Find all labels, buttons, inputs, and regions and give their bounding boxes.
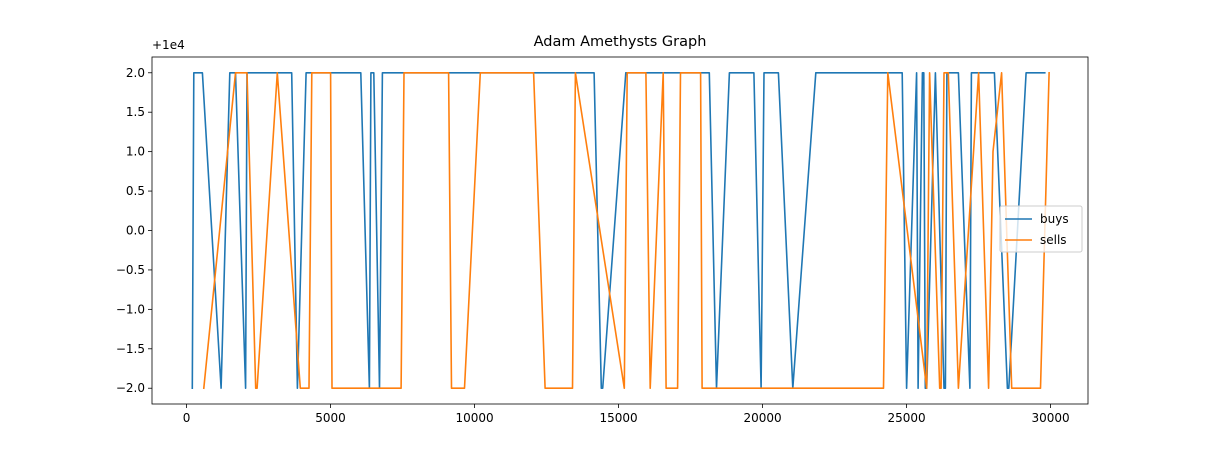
legend-label-sells: sells xyxy=(1040,233,1067,247)
y-axis: 2.0 1.5 1.0 0.5 0.0 −0.5 −1.0 −1.5 −2.0 xyxy=(116,66,152,395)
y-tick-label: −0.5 xyxy=(116,263,145,277)
series-line-sells xyxy=(202,71,1050,390)
y-offset-label: +1e4 xyxy=(152,38,185,52)
series-layer xyxy=(191,71,1050,390)
y-tick-label: 0.0 xyxy=(126,224,145,238)
legend: buys sells xyxy=(999,205,1083,253)
x-tick-label: 0 xyxy=(183,411,191,425)
y-tick-label: −1.0 xyxy=(116,302,145,316)
x-tick-label: 10000 xyxy=(455,411,493,425)
y-tick-label: −2.0 xyxy=(116,381,145,395)
x-tick-label: 25000 xyxy=(887,411,925,425)
x-tick-label: 20000 xyxy=(743,411,781,425)
y-tick-label: 0.5 xyxy=(126,184,145,198)
y-tick-label: 2.0 xyxy=(126,66,145,80)
y-tick-label: 1.5 xyxy=(126,105,145,119)
legend-label-buys: buys xyxy=(1040,212,1069,226)
y-tick-label: 1.0 xyxy=(126,145,145,159)
x-tick-label: 5000 xyxy=(315,411,346,425)
series-line-buys xyxy=(191,72,1046,390)
x-axis: 0 5000 10000 15000 20000 25000 30000 xyxy=(183,404,1070,425)
chart-title: Adam Amethysts Graph xyxy=(534,34,707,50)
x-tick-label: 30000 xyxy=(1031,411,1069,425)
x-tick-label: 15000 xyxy=(599,411,637,425)
y-tick-label: −1.5 xyxy=(116,342,145,356)
